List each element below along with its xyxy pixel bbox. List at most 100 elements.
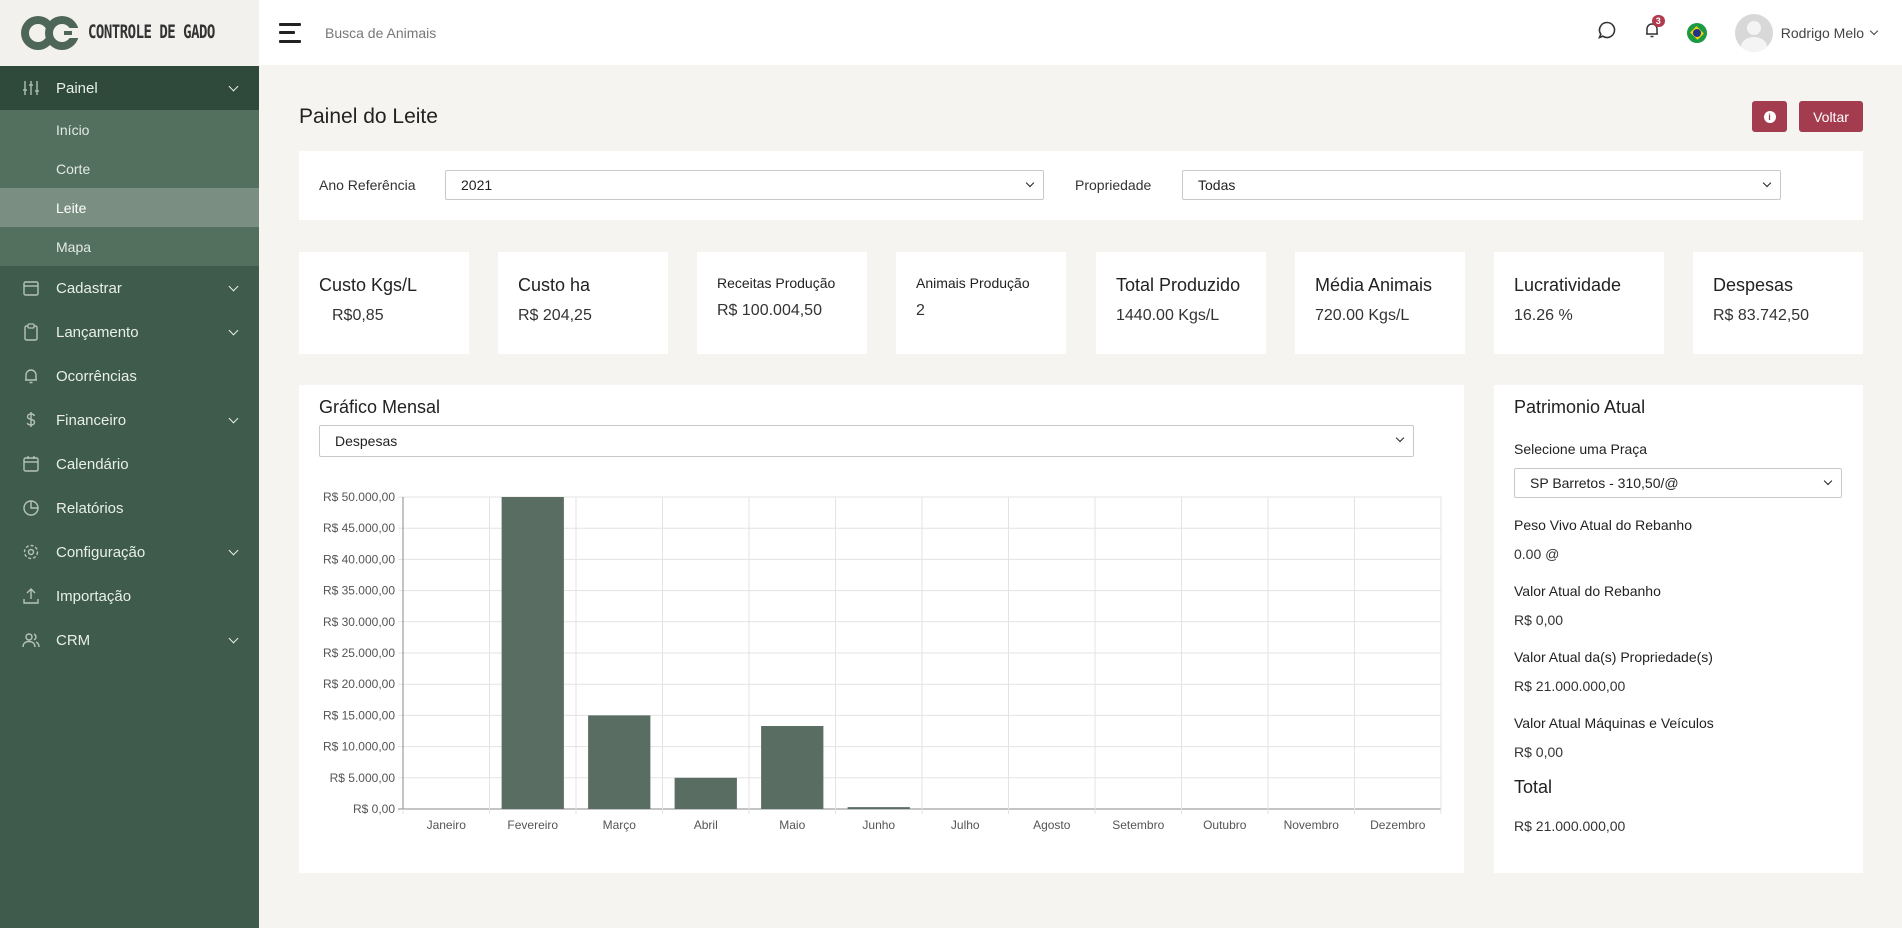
stat-custo-ha: Custo ha R$ 204,25 (498, 252, 668, 354)
sidebar-item-importacao[interactable]: Importação (0, 574, 259, 618)
chat-icon[interactable] (1597, 20, 1617, 45)
stat-value: 16.26 % (1514, 307, 1573, 324)
total-label: Total (1514, 777, 1553, 797)
sidebar-item-cadastrar[interactable]: Cadastrar (0, 266, 259, 310)
chart-metric-select[interactable]: Despesas (319, 425, 1414, 457)
y-tick-label: R$ 0,00 (353, 802, 395, 816)
sidebar-item-crm[interactable]: CRM (0, 618, 259, 662)
filters-card: Ano Referência 2021 Propriedade Todas (299, 151, 1863, 220)
user-name[interactable]: Rodrigo Melo (1780, 24, 1864, 41)
chevron-down-icon[interactable] (1869, 26, 1879, 35)
praca-select-value: SP Barretos - 310,50/@ (1530, 475, 1679, 491)
bell-icon (22, 367, 40, 385)
sidebar-item-label: Financeiro (56, 411, 127, 429)
stat-media-animais: Média Animais 720.00 Kgs/L (1295, 252, 1465, 354)
info-button[interactable]: i (1752, 101, 1787, 132)
sidebar-item-financeiro[interactable]: Financeiro (0, 398, 259, 442)
chevron-down-icon (1823, 476, 1833, 486)
propriedade-label: Valor Atual da(s) Propriedade(s) (1514, 649, 1713, 665)
info-icon: i (1763, 110, 1776, 123)
x-tick-label: Novembro (1284, 818, 1340, 832)
bar (847, 807, 910, 809)
chevron-down-icon (228, 81, 239, 92)
back-button[interactable]: Voltar (1799, 101, 1863, 132)
sidebar-item-painel[interactable]: Painel (0, 66, 259, 110)
sidebar-subitem-corte[interactable]: Corte (56, 160, 91, 177)
sidebar-item-configuracao[interactable]: Configuração (0, 530, 259, 574)
sidebar-subitem-inicio[interactable]: Início (56, 121, 90, 138)
stat-value: 720.00 Kgs/L (1315, 307, 1410, 324)
bar (674, 777, 737, 809)
maquinas-value: R$ 0,00 (1514, 744, 1564, 760)
praca-label: Selecione uma Praça (1514, 441, 1648, 457)
chart-metric-value: Despesas (335, 433, 398, 449)
sidebar-item-label: Painel (56, 79, 98, 97)
sidebar-item-relatorios[interactable]: Relatórios (0, 486, 259, 530)
y-tick-label: R$ 30.000,00 (323, 615, 395, 629)
sidebar-subitem-leite[interactable]: Leite (0, 188, 259, 227)
y-tick-label: R$ 35.000,00 (323, 584, 395, 598)
stat-value: R$0,85 (332, 307, 384, 324)
stat-label: Animais Produção (916, 275, 1030, 291)
chevron-down-icon (228, 413, 239, 424)
y-tick-label: R$ 45.000,00 (323, 521, 395, 535)
sliders-icon (22, 79, 40, 97)
stat-value: 1440.00 Kgs/L (1116, 307, 1220, 324)
year-select-value: 2021 (461, 177, 493, 193)
menu-toggle-icon[interactable] (279, 22, 303, 43)
chevron-down-icon (228, 633, 239, 644)
patrimonio-card: Patrimonio Atual Selecione uma Praça SP … (1494, 385, 1863, 873)
praca-select[interactable]: SP Barretos - 310,50/@ (1514, 468, 1842, 498)
brazil-flag-icon[interactable] (1686, 22, 1707, 43)
x-tick-label: Julho (951, 818, 980, 832)
monthly-chart-card: Gráfico Mensal Despesas R$ 0,00 R$ 5.000,… (299, 385, 1464, 873)
search-animals-link[interactable]: Busca de Animais (325, 24, 437, 41)
chevron-down-icon (228, 545, 239, 556)
maquinas-label: Valor Atual Máquinas e Veículos (1514, 715, 1714, 731)
sidebar-item-calendario[interactable]: Calendário (0, 442, 259, 486)
notifications-button[interactable]: 3 (1643, 15, 1665, 44)
dollar-icon (22, 411, 40, 429)
chevron-down-icon (1025, 178, 1035, 188)
x-tick-label: Agosto (1033, 818, 1071, 832)
x-tick-label: Setembro (1112, 818, 1164, 832)
topbar: Busca de Animais 3 Rodrigo Melo (259, 0, 1902, 65)
sidebar-item-lancamento[interactable]: Lançamento (0, 310, 259, 354)
topbar-actions: 3 Rodrigo Melo (1597, 0, 1879, 65)
property-select-value: Todas (1198, 177, 1236, 193)
sidebar-item-label: Configuração (56, 543, 146, 561)
stat-label: Média Animais (1315, 275, 1433, 295)
stat-label: Custo Kgs/L (319, 275, 418, 295)
stat-label: Despesas (1713, 275, 1794, 295)
total-value: R$ 21.000.000,00 (1514, 818, 1626, 834)
stat-label: Total Produzido (1116, 275, 1241, 295)
logo[interactable]: CONTROLE DE GADO (0, 0, 259, 66)
avatar[interactable] (1734, 13, 1773, 52)
logo-icon (21, 16, 84, 50)
y-tick-label: R$ 5.000,00 (330, 771, 396, 785)
calendar-icon (22, 455, 40, 473)
stat-receitas-producao: Receitas Produção R$ 100.004,50 (697, 252, 867, 354)
chevron-down-icon (228, 325, 239, 336)
sidebar-item-label: Lançamento (56, 323, 139, 341)
stat-label: Receitas Produção (717, 275, 836, 291)
pie-chart-icon (22, 499, 40, 517)
calendar-icon (22, 279, 40, 297)
stat-custo-kgs: Custo Kgs/L R$0,85 (299, 252, 469, 354)
property-select[interactable]: Todas (1182, 170, 1781, 200)
chevron-down-icon (1762, 178, 1772, 188)
x-tick-label: Janeiro (427, 818, 467, 832)
bar (761, 726, 824, 809)
year-select[interactable]: 2021 (445, 170, 1044, 200)
sidebar-item-label: CRM (56, 631, 91, 649)
chart-title: Gráfico Mensal (319, 397, 441, 417)
sidebar-subitem-mapa[interactable]: Mapa (56, 238, 92, 255)
sidebar-item-label: Calendário (56, 455, 129, 473)
bar-chart: R$ 0,00 R$ 5.000,00 R$ 10.000,00 R$ 15.000,… (323, 490, 1442, 832)
bar (588, 715, 651, 809)
patrimonio-title: Patrimonio Atual (1514, 397, 1646, 417)
bar (501, 497, 564, 809)
y-tick-label: R$ 20.000,00 (323, 677, 395, 691)
sidebar-item-ocorrencias[interactable]: Ocorrências (0, 354, 259, 398)
x-tick-label: Outubro (1203, 818, 1247, 832)
